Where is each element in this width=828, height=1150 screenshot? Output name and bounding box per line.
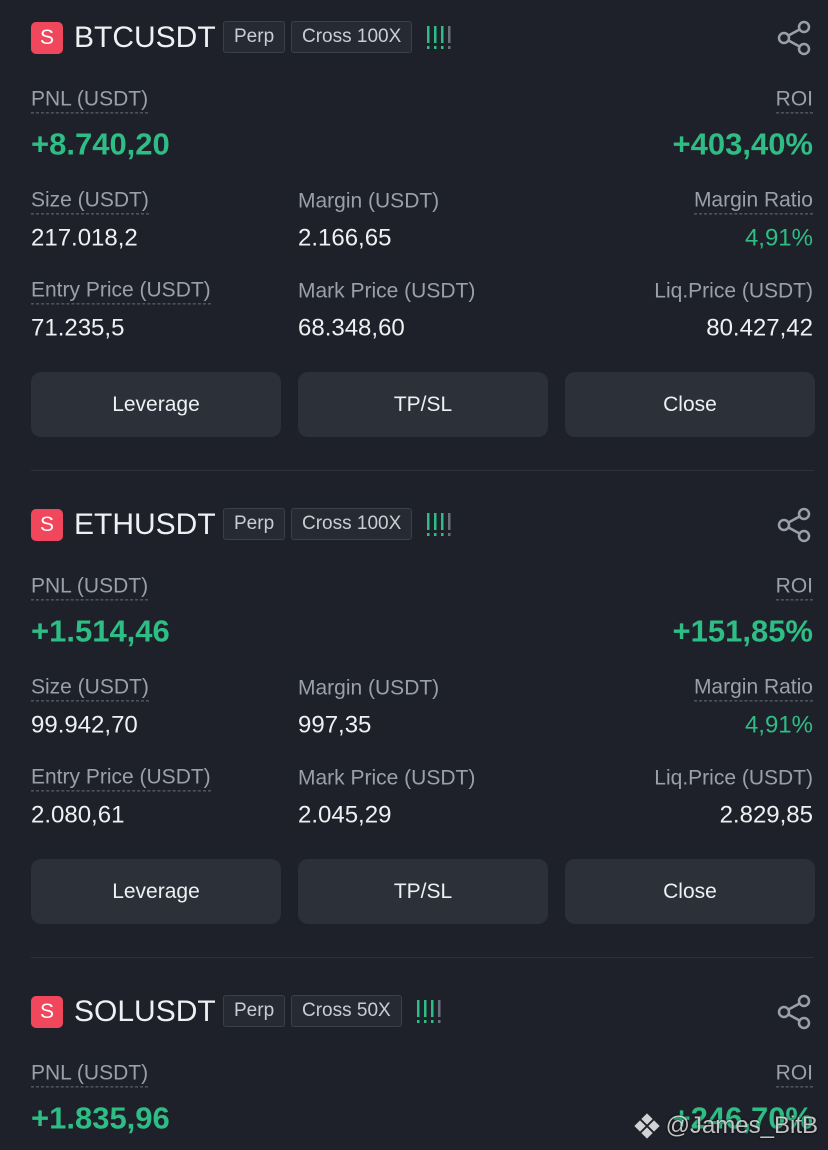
pnl-label: PNL (USDT) (31, 1060, 149, 1088)
field-label: Margin (USDT) (298, 189, 440, 213)
roi-label: ROI (775, 1060, 813, 1088)
symbol: SOLUSDT (74, 995, 216, 1028)
pnl-label: PNL (USDT) (31, 573, 149, 601)
action-button[interactable]: Close (565, 372, 815, 437)
symbol-badge: S (31, 22, 63, 54)
action-button[interactable]: Leverage (31, 372, 281, 437)
type-tag: Perp (223, 508, 286, 540)
roi-value: +246,70% (672, 1100, 813, 1136)
symbol: ETHUSDT (74, 508, 216, 541)
divider (31, 470, 814, 471)
roi-value: +151,85% (672, 613, 813, 649)
field-label: Mark Price (USDT) (298, 279, 476, 303)
field-label: Liq.Price (USDT) (654, 766, 813, 790)
action-button[interactable]: TP/SL (298, 859, 548, 924)
pnl-label: PNL (USDT) (31, 86, 149, 114)
field-value: 2.045,29 (298, 801, 392, 829)
pnl-value: +1.835,96 (31, 1100, 170, 1136)
field-label: Margin Ratio (693, 674, 813, 702)
watermark-text: @James_BitB (665, 1112, 818, 1139)
field-label: Margin (USDT) (298, 676, 440, 700)
margin-mode-tag: Cross 100X (291, 21, 413, 53)
watermark-logo (633, 1113, 660, 1139)
roi-value: +403,40% (672, 126, 813, 162)
field-label: Entry Price (USDT) (31, 764, 211, 792)
action-button[interactable]: Close (565, 859, 815, 924)
field-label: Size (USDT) (31, 674, 149, 702)
field-value: 217.018,2 (31, 224, 138, 252)
field-label: Liq.Price (USDT) (654, 279, 813, 303)
type-tag: Perp (223, 21, 286, 53)
field-label: Entry Price (USDT) (31, 277, 211, 305)
symbol-badge: S (31, 996, 63, 1028)
field-value: 4,91% (744, 224, 813, 252)
field-value: 4,91% (744, 711, 813, 739)
divider (31, 957, 814, 958)
field-value: 71.235,5 (31, 314, 125, 342)
symbol: BTCUSDT (74, 21, 216, 54)
field-value: 2.829,85 (719, 801, 813, 829)
margin-mode-tag: Cross 100X (291, 508, 413, 540)
field-value: 68.348,60 (298, 314, 405, 342)
roi-label: ROI (775, 573, 813, 601)
pnl-value: +1.514,46 (31, 613, 170, 649)
field-label: Mark Price (USDT) (298, 766, 476, 790)
field-value: 80.427,42 (706, 314, 813, 342)
type-tag: Perp (223, 995, 286, 1027)
roi-label: ROI (775, 86, 813, 114)
symbol-badge: S (31, 509, 63, 541)
share-icon[interactable] (777, 507, 813, 543)
pnl-value: +8.740,20 (31, 126, 170, 162)
field-value: 99.942,70 (31, 711, 138, 739)
margin-mode-tag: Cross 50X (291, 995, 402, 1027)
share-icon[interactable] (777, 20, 813, 56)
signal-icon (417, 1000, 441, 1023)
field-value: 997,35 (298, 711, 372, 739)
action-button[interactable]: TP/SL (298, 372, 548, 437)
field-label: Margin Ratio (693, 187, 813, 215)
watermark: @James_BitB (633, 1112, 818, 1140)
signal-icon (427, 513, 451, 536)
share-icon[interactable] (777, 994, 813, 1030)
field-value: 2.166,65 (298, 224, 392, 252)
signal-icon (427, 26, 451, 49)
field-value: 2.080,61 (31, 801, 125, 829)
field-label: Size (USDT) (31, 187, 149, 215)
action-button[interactable]: Leverage (31, 859, 281, 924)
